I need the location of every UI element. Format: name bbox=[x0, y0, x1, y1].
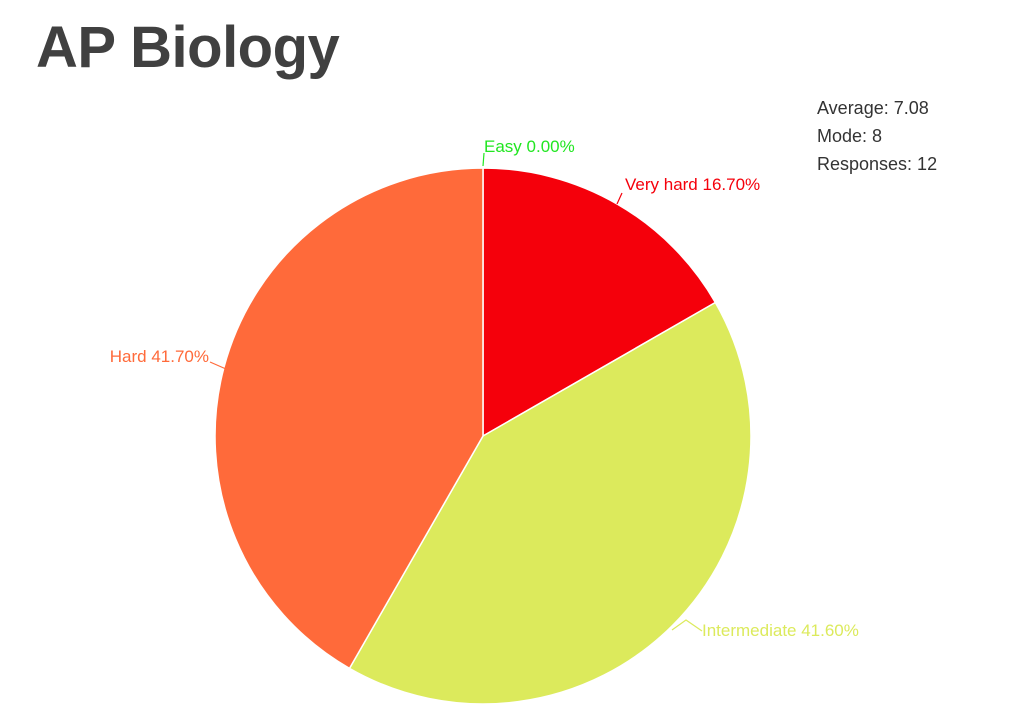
leader-line-intermediate bbox=[671, 619, 703, 632]
responses-stat: Responses: 12 bbox=[817, 154, 938, 174]
pie-leader-lines bbox=[209, 152, 703, 632]
pie-slices bbox=[214, 167, 752, 705]
stats-panel: Average: 7.08 Mode: 8 Responses: 12 bbox=[817, 94, 937, 178]
average-stat: Average: 7.08 bbox=[817, 98, 929, 118]
slice-label-hard: Hard 41.70% bbox=[110, 347, 209, 366]
leader-line-easy bbox=[482, 152, 485, 167]
pie-labels: Easy 0.00% Very hard 16.70% Intermediate 4… bbox=[110, 137, 859, 640]
leader-line-very-hard bbox=[616, 192, 623, 205]
slice-label-intermediate: Intermediate 41.60% bbox=[702, 621, 859, 640]
chart-title: AP Biology bbox=[36, 15, 340, 80]
pie-slice-very-hard bbox=[482, 167, 717, 438]
pie-slice-hard bbox=[214, 167, 484, 670]
leader-line-hard bbox=[209, 361, 227, 370]
slice-label-very-hard: Very hard 16.70% bbox=[625, 175, 760, 194]
slice-label-easy: Easy 0.00% bbox=[484, 137, 575, 156]
pie-slice-intermediate bbox=[348, 301, 752, 705]
mode-stat: Mode: 8 bbox=[817, 126, 883, 146]
